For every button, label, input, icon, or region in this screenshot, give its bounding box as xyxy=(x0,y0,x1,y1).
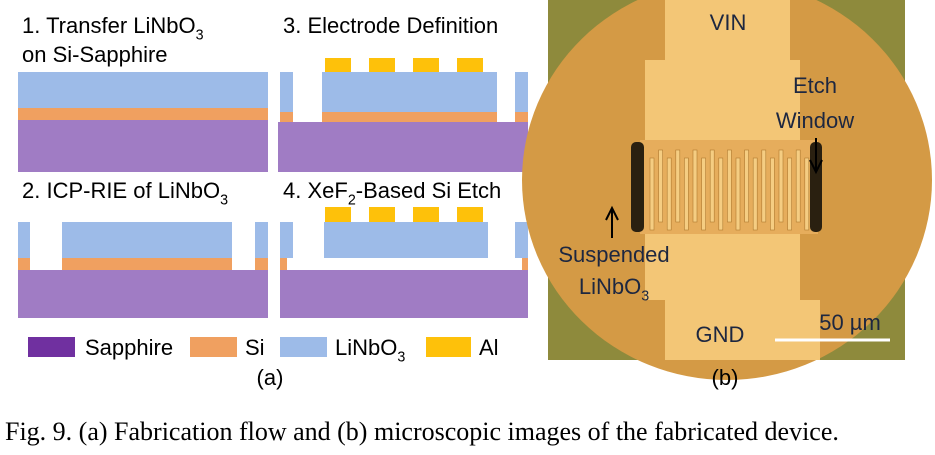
micrograph xyxy=(522,0,932,380)
legend-swatch xyxy=(28,337,75,357)
legend-swatch xyxy=(426,337,471,357)
step-1-diagram xyxy=(18,72,268,172)
text-run: 4. XeF xyxy=(283,178,348,203)
step-2-diagram xyxy=(18,222,268,318)
photo-label: LiNbO3 xyxy=(579,274,649,305)
comb-finger xyxy=(684,157,689,231)
text-run: LiNbO xyxy=(335,335,397,360)
panel-caption: (b) xyxy=(712,365,739,390)
step-4-diagram xyxy=(280,207,528,318)
comb-finger xyxy=(735,157,741,231)
text-run: 3. Electrode Definition xyxy=(283,13,498,38)
photo-label: Etch xyxy=(793,73,837,98)
comb-finger xyxy=(752,157,758,231)
photo-label: VIN xyxy=(710,10,747,35)
step-3-diagram xyxy=(278,58,528,172)
legend-swatch xyxy=(190,337,237,357)
text-run: Suspended xyxy=(558,242,669,267)
subscript: 3 xyxy=(397,350,405,366)
comb-finger xyxy=(718,157,724,231)
comb-finger xyxy=(666,157,672,231)
step-label: 2. ICP-RIE of LiNbO3 xyxy=(22,178,228,209)
subscript: 2 xyxy=(348,193,356,209)
panel-caption: (a) xyxy=(257,365,284,390)
text-run: LiNbO xyxy=(579,274,641,299)
comb-finger xyxy=(761,149,767,223)
comb-finger xyxy=(795,149,801,223)
legend-label: Al xyxy=(479,335,499,360)
text-run: -Based Si Etch xyxy=(356,178,502,203)
text-run: Sapphire xyxy=(85,335,173,360)
photo-label: Window xyxy=(776,108,854,133)
legend-label: Si xyxy=(245,335,265,360)
comb-finger xyxy=(701,157,706,231)
text-run: 2. ICP-RIE of LiNbO xyxy=(22,178,220,203)
step-label: 4. XeF2-Based Si Etch xyxy=(283,178,501,209)
comb-finger xyxy=(778,149,784,223)
comb-finger xyxy=(787,157,792,231)
legend-swatch xyxy=(280,337,327,357)
text-run: Al xyxy=(479,335,499,360)
legend-label: Sapphire xyxy=(85,335,173,360)
comb-finger xyxy=(649,157,655,231)
photo-label: GND xyxy=(696,322,745,347)
scale-label: 50 µm xyxy=(819,310,881,335)
comb-finger xyxy=(675,149,681,223)
comb-finger xyxy=(770,157,775,231)
comb-finger xyxy=(692,149,698,223)
figure-caption: Fig. 9. (a) Fabrication flow and (b) mic… xyxy=(5,417,839,446)
comb-finger xyxy=(804,157,810,231)
comb-finger xyxy=(709,149,715,223)
subscript: 3 xyxy=(220,193,228,209)
step-label: 3. Electrode Definition xyxy=(283,13,498,38)
legend-label: LiNbO3 xyxy=(335,335,405,366)
text-run: 1. Transfer LiNbO xyxy=(22,13,196,38)
step-label: on Si-Sapphire xyxy=(22,42,168,67)
step-label: 1. Transfer LiNbO3 xyxy=(22,13,204,44)
photo-label: Suspended xyxy=(558,242,669,267)
comb-finger xyxy=(744,149,749,223)
text-run: Si xyxy=(245,335,265,360)
subscript: 3 xyxy=(641,289,649,305)
comb-finger xyxy=(727,149,732,223)
subscript: 3 xyxy=(196,28,204,44)
comb-finger xyxy=(658,149,663,223)
